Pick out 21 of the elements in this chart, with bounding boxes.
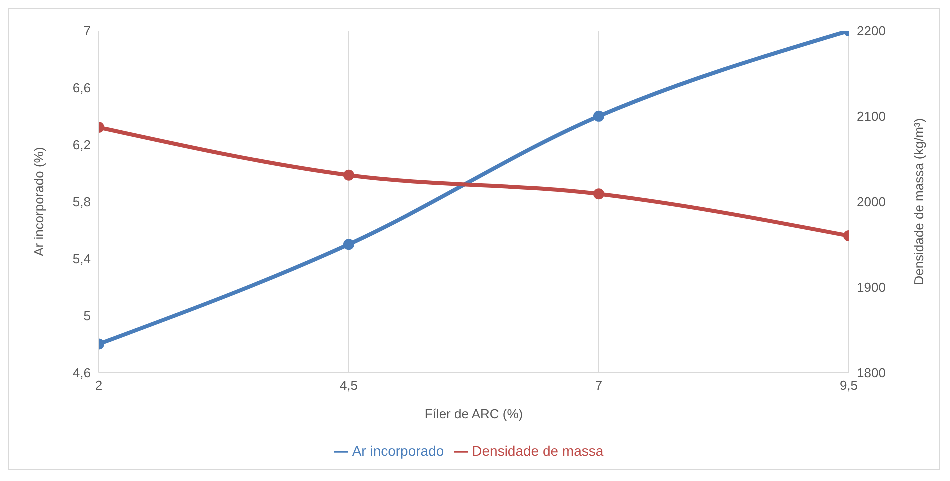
y-tick-label: 4,6 [72, 365, 91, 380]
legend-label: Densidade de massa [472, 442, 604, 459]
x-tick-label: 4,5 [340, 378, 358, 393]
y-tick-label: 5,8 [72, 194, 91, 210]
x-tick-label: 9,5 [840, 378, 858, 393]
y2-tick-label: 1900 [857, 280, 886, 295]
y2-tick-label: 2200 [857, 24, 886, 39]
y-axis-title: Ar incorporado (%) [32, 147, 47, 256]
y2-tick-label: 2000 [857, 194, 886, 210]
y2-tick-label: 2100 [857, 109, 886, 124]
y2-tick-label: 1800 [857, 365, 886, 380]
x-tick-label: 2 [95, 378, 103, 393]
y-tick-label: 6,2 [72, 138, 91, 153]
y2-axis-title: Densidade de massa (kg/m³) [912, 118, 927, 286]
x-tick-label: 7 [595, 378, 603, 393]
legend-label: Ar incorporado [352, 442, 444, 459]
y-tick-label: 7 [84, 24, 91, 39]
y-tick-label: 6,6 [72, 80, 91, 96]
y-tick-label: 5 [84, 308, 91, 324]
x-axis-title: Fíler de ARC (%) [424, 406, 524, 422]
y-tick-label: 5,4 [72, 251, 91, 266]
